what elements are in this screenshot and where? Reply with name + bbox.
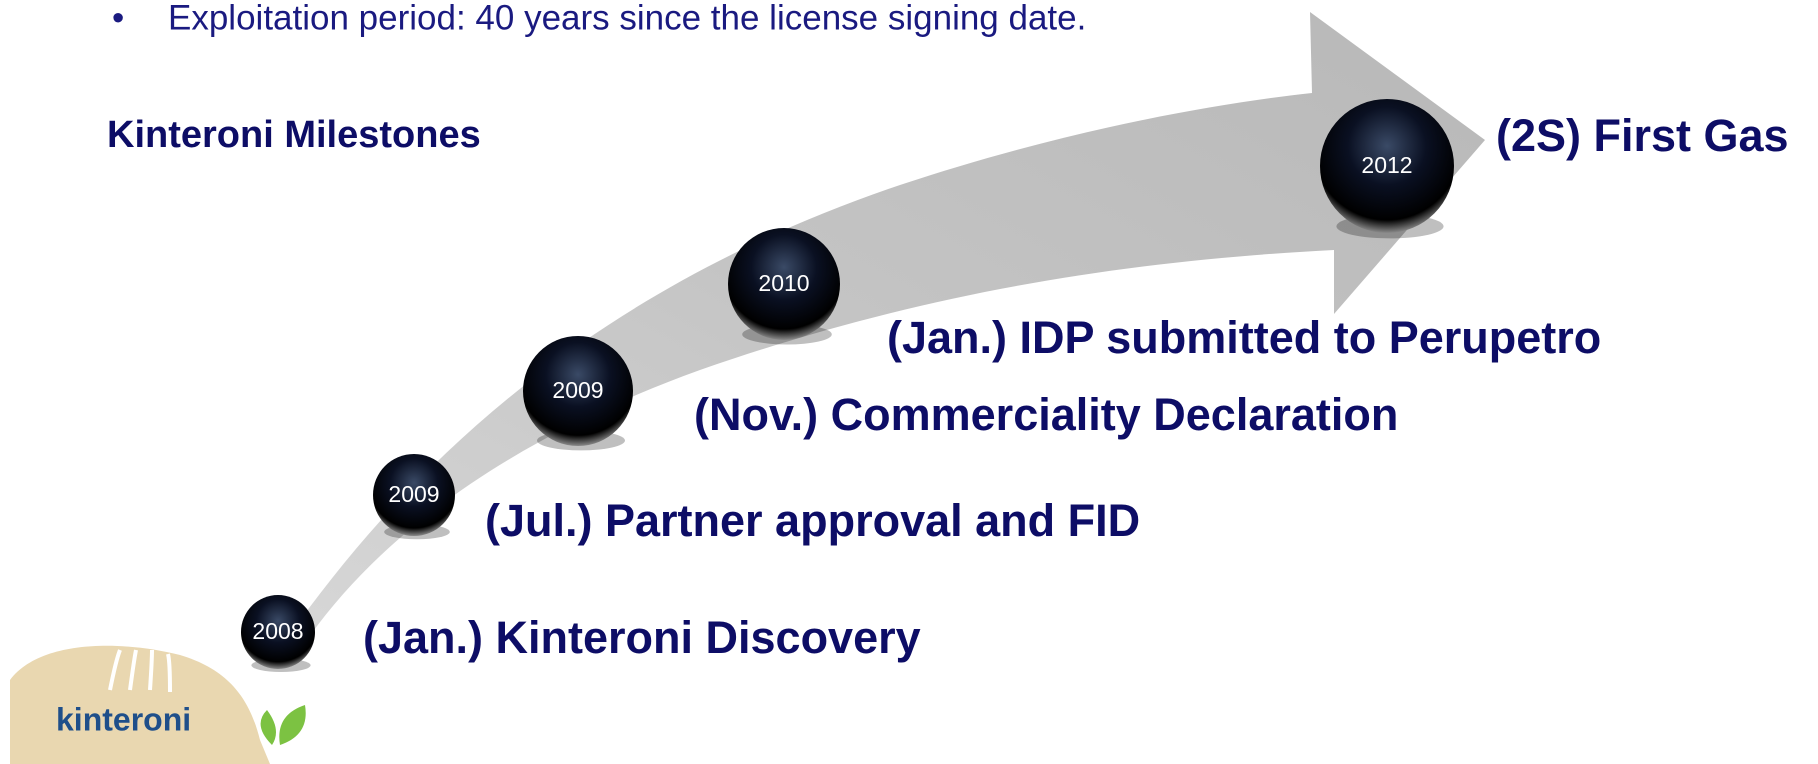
bullet-text: Exploitation period: 40 years since the … [168,0,1086,37]
milestone-year: 2009 [388,481,439,507]
milestone-ball [373,454,455,536]
milestone-year: 2009 [552,377,603,403]
heading: Kinteroni Milestones [107,114,481,156]
milestones: 2008 (Jan.) Kinteroni Discovery 2009 (Jul.)… [241,99,1789,672]
milestone-ball [241,595,315,669]
logo-text: kinteroni [56,701,191,737]
milestone-label: (Nov.) Commerciality Declaration [694,389,1398,440]
milestone-year: 2010 [758,270,809,296]
milestone-label: (Jan.) IDP submitted to Perupetro [887,312,1601,363]
milestone-label: (2S) First Gas [1496,110,1789,161]
milestone-year: 2012 [1361,152,1412,178]
milestone-year: 2008 [252,618,303,644]
timeline-arrow [268,12,1485,666]
milestone-ball [523,336,633,446]
logo-shell [10,645,270,764]
milestone-ball [728,228,840,340]
milestone-ball [1320,99,1454,233]
milestone-label: (Jul.) Partner approval and FID [485,495,1140,546]
logo-stripes [108,649,172,693]
logo: kinteroni [10,645,306,764]
logo-leaf [260,705,306,745]
bullet-dot: • [112,0,124,37]
milestone-label: (Jan.) Kinteroni Discovery [363,612,921,663]
